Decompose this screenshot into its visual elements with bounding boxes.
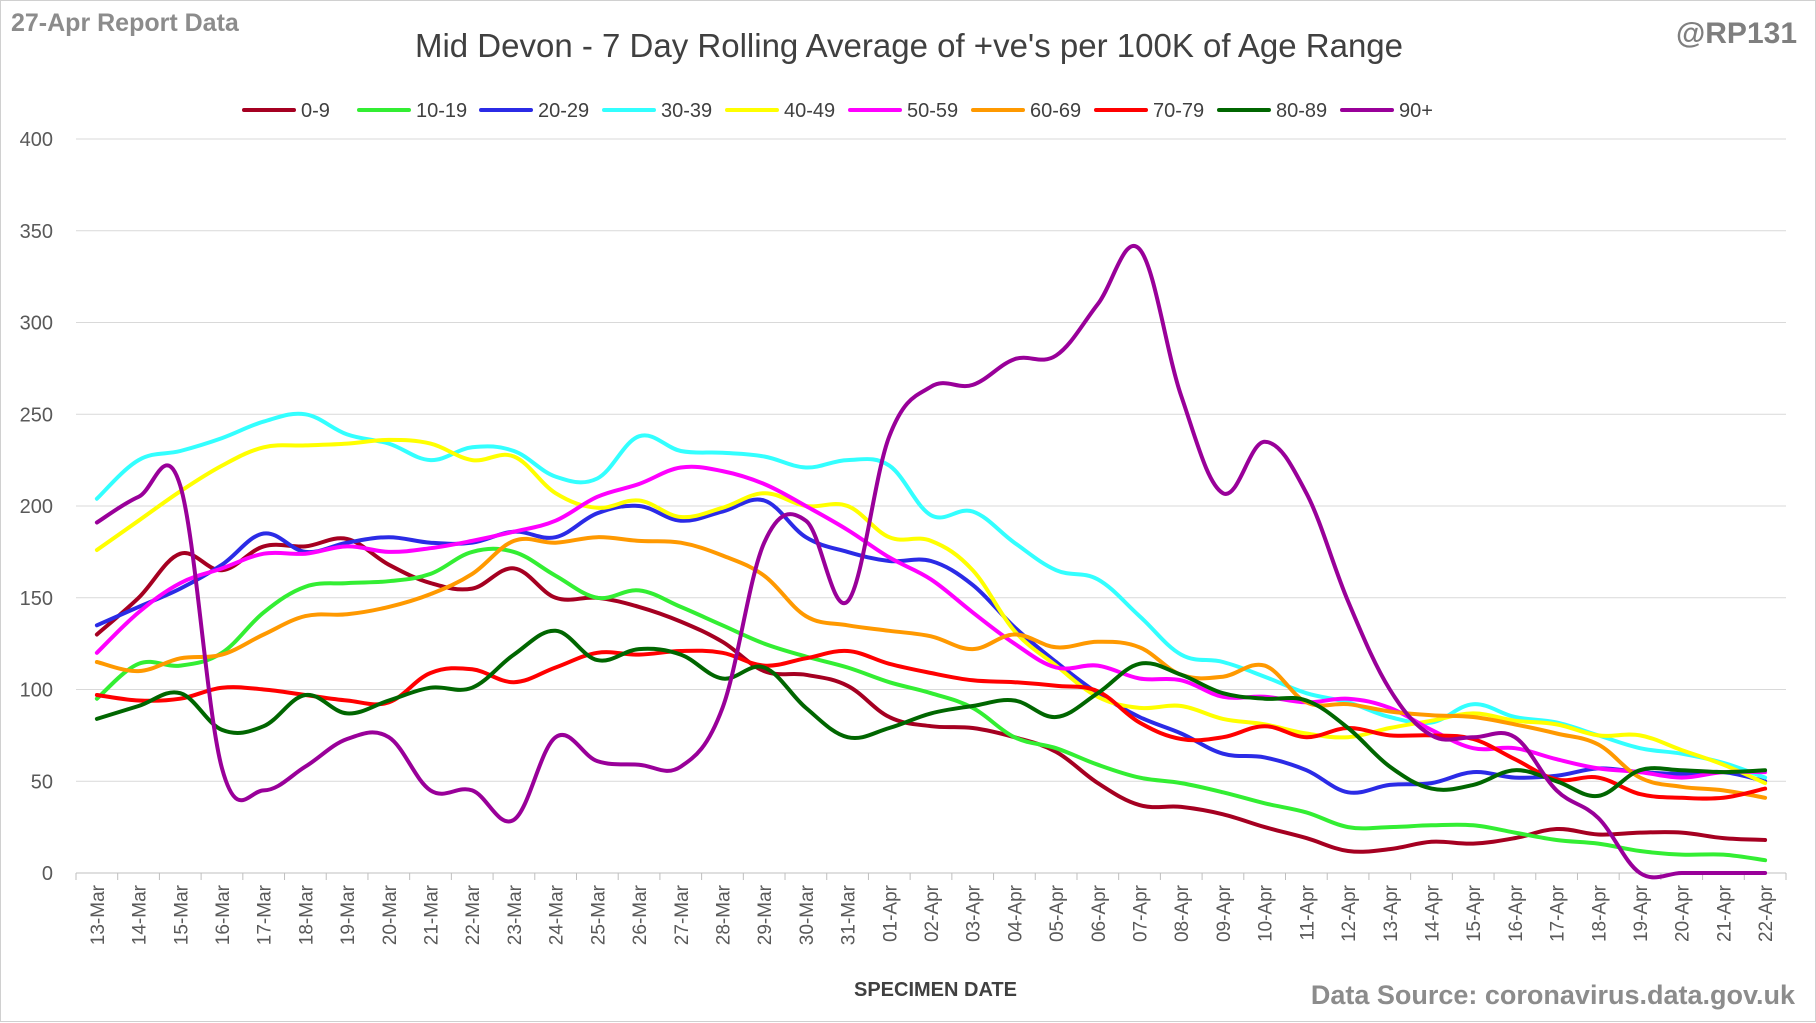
x-tick-label: 19-Apr <box>1631 884 1652 942</box>
x-tick-label: 11-Apr <box>1297 884 1318 940</box>
legend-label: 10-19 <box>416 100 467 122</box>
series-line-80-89 <box>94 628 1768 799</box>
legend: 0-9 10-19 20-29 30-39 40-49 50-59 60-69 70-79 80… <box>242 100 1433 122</box>
legend-label: 60-69 <box>1030 100 1081 122</box>
x-tick-label: 02-Apr <box>922 884 943 942</box>
y-tick-label: 350 <box>20 221 53 243</box>
series-line-20-29 <box>94 497 1768 795</box>
x-tick-label: 29-Mar <box>755 884 776 945</box>
legend-label: 90+ <box>1399 100 1433 122</box>
legend-label: 40-49 <box>784 100 835 122</box>
series-line-60-69 <box>94 535 1768 800</box>
y-tick-label: 400 <box>20 129 53 151</box>
y-axis: 0 50 100 150 200 250 300 350 400 <box>20 129 53 885</box>
x-axis: 13-Mar 14-Mar 15-Mar 16-Mar 17-Mar 18-Mar 19-M… <box>75 873 1787 945</box>
x-tick-label: 25-Mar <box>588 884 609 945</box>
y-tick-label: 150 <box>20 588 53 610</box>
x-tick-label: 21-Apr <box>1714 884 1735 942</box>
x-tick-label: 17-Apr <box>1548 884 1569 942</box>
series-line-50-59 <box>94 464 1768 780</box>
y-tick-label: 300 <box>20 313 53 335</box>
x-tick-label: 06-Apr <box>1089 884 1110 942</box>
y-tick-label: 200 <box>20 496 53 518</box>
legend-label: 70-79 <box>1153 100 1204 122</box>
x-axis-title: SPECIMEN DATE <box>854 979 1017 1001</box>
x-tick-label: 10-Apr <box>1256 884 1277 942</box>
x-tick-label: 15-Mar <box>171 884 192 945</box>
x-tick-label: 16-Apr <box>1506 884 1527 942</box>
x-tick-label: 04-Apr <box>1005 884 1026 942</box>
y-tick-label: 250 <box>20 404 53 426</box>
series-line-0-9 <box>94 536 1768 854</box>
x-tick-label: 14-Mar <box>130 884 151 945</box>
x-tick-label: 05-Apr <box>1047 884 1068 942</box>
chart-title: Mid Devon - 7 Day Rolling Average of +ve… <box>414 27 1404 64</box>
y-tick-label: 50 <box>31 771 53 793</box>
author-handle: @RP131 <box>1676 17 1797 50</box>
legend-label: 80-89 <box>1276 100 1327 122</box>
legend-label: 0-9 <box>301 100 330 122</box>
y-tick-label: 0 <box>42 863 53 885</box>
data-source-label: Data Source: coronavirus.data.gov.uk <box>1310 980 1795 1010</box>
y-tick-label: 100 <box>20 680 53 702</box>
x-tick-label: 23-Mar <box>505 884 526 945</box>
legend-label: 20-29 <box>538 100 589 122</box>
legend-label: 30-39 <box>661 100 712 122</box>
x-tick-label: 09-Apr <box>1214 884 1235 942</box>
x-tick-label: 21-Mar <box>422 884 443 945</box>
x-tick-label: 12-Apr <box>1339 884 1360 942</box>
x-tick-label: 15-Apr <box>1464 884 1485 942</box>
x-tick-label: 01-Apr <box>880 884 901 942</box>
x-tick-label: 28-Mar <box>713 884 734 945</box>
x-tick-label: 19-Mar <box>338 884 359 945</box>
x-tick-label: 20-Apr <box>1673 884 1694 942</box>
report-date-label: 27-Apr Report Data <box>11 9 239 37</box>
x-tick-label: 07-Apr <box>1131 884 1152 942</box>
x-tick-label: 14-Apr <box>1422 884 1443 942</box>
x-tick-label: 26-Mar <box>630 884 651 945</box>
x-tick-label: 03-Apr <box>964 884 985 942</box>
x-tick-label: 22-Mar <box>463 884 484 945</box>
gridlines <box>76 138 1786 874</box>
x-tick-label: 22-Apr <box>1756 884 1777 942</box>
series-line-40-49 <box>94 437 1768 786</box>
x-tick-label: 30-Mar <box>797 884 818 945</box>
x-tick-label: 20-Mar <box>380 884 401 945</box>
x-tick-label: 18-Mar <box>296 884 317 945</box>
x-tick-label: 31-Mar <box>839 884 860 945</box>
x-tick-label: 13-Apr <box>1381 884 1402 942</box>
x-tick-label: 17-Mar <box>255 884 276 945</box>
x-tick-label: 16-Mar <box>213 884 234 945</box>
x-tick-label: 08-Apr <box>1172 884 1193 942</box>
x-tick-label: 24-Mar <box>547 884 568 945</box>
series-lines <box>94 244 1768 880</box>
series-line-90plus <box>94 244 1768 880</box>
legend-label: 50-59 <box>907 100 958 122</box>
series-line-10-19 <box>94 546 1768 863</box>
x-tick-label: 18-Apr <box>1589 884 1610 942</box>
x-tick-label: 27-Mar <box>672 884 693 945</box>
x-tick-label: 13-Mar <box>88 884 109 945</box>
